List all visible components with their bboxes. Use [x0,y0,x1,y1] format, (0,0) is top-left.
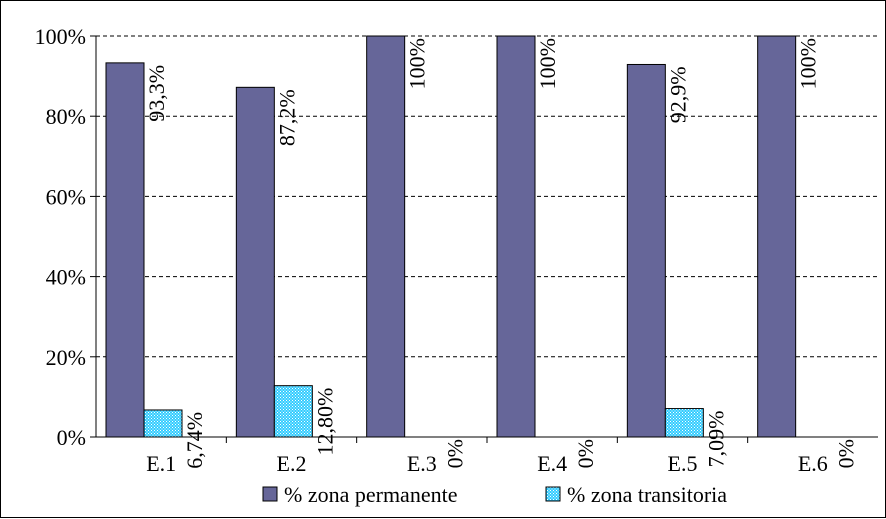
y-tick-label: 100% [35,24,86,49]
data-label-permanente: 93,3% [144,65,169,122]
x-tick-label: E.5 [668,451,698,476]
x-tick-label: E.2 [277,451,307,476]
y-tick-label: 0% [57,425,86,450]
bar-permanente [757,35,797,438]
legend-label: % zona permanente [284,482,457,507]
x-tick-label: E.4 [537,451,567,476]
bar-transitoria [273,385,313,438]
bar-permanente [105,62,145,438]
data-label-permanente: 100% [535,38,560,89]
data-label-transitoria: 0% [834,439,859,468]
legend-label: % zona transitoria [567,482,727,507]
y-tick-label: 40% [46,265,86,290]
bar-permanente [366,35,406,438]
bars [105,35,797,438]
legend-swatch [545,486,561,502]
axes: 0% 20% 40% 60% 80% 100% E.1 E.2 E.3 E.4 E.5 E.6 [35,24,878,476]
data-label-transitoria: 0% [573,439,598,468]
legend-swatch [262,486,278,502]
data-label-transitoria: 6,74% [182,412,207,469]
legend-item-permanente: % zona permanente [262,482,457,507]
grid-lines [96,35,878,358]
data-label-transitoria: 12,80% [312,388,337,456]
data-label-permanente: 87,2% [274,89,299,146]
data-label-transitoria: 7,09% [703,411,728,468]
bar-permanente [235,86,275,438]
x-tick-label: E.1 [146,451,176,476]
x-tick-label: E.6 [798,451,828,476]
data-label-permanente: 100% [796,38,821,89]
legend-item-transitoria: % zona transitoria [545,482,727,507]
bar-permanente [626,63,666,438]
y-tick-label: 60% [46,184,86,209]
x-tick-label: E.3 [407,451,437,476]
data-label-permanente: 92,9% [665,66,690,123]
bar-transitoria [664,408,704,438]
data-labels: 93,3% 6,74% 87,2% 12,80% 100% 0% 100% 0% 92,9% 7,… [144,38,859,469]
data-label-transitoria: 0% [443,439,468,468]
legend: % zona permanente % zona transitoria [262,482,727,507]
data-label-permanente: 100% [405,38,430,89]
bar-permanente [496,35,536,438]
y-tick-label: 80% [46,104,86,129]
y-tick-label: 20% [46,345,86,370]
bar-transitoria [143,409,183,438]
